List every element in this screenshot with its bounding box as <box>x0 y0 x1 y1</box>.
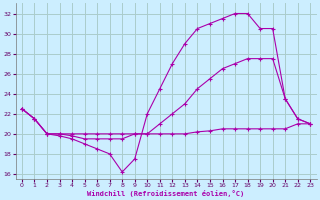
X-axis label: Windchill (Refroidissement éolien,°C): Windchill (Refroidissement éolien,°C) <box>87 190 245 197</box>
